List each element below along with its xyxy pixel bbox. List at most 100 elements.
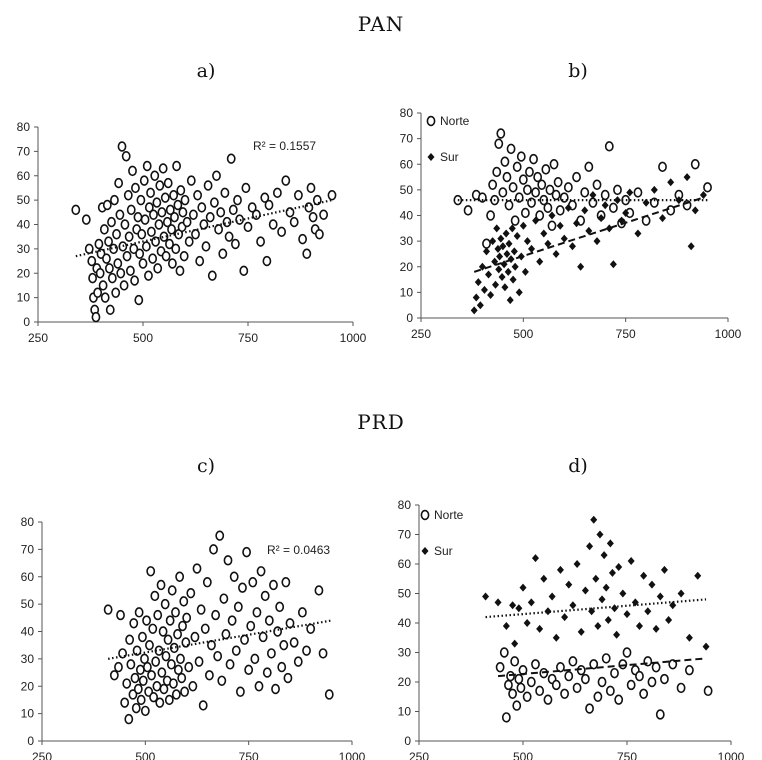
data-point-circle <box>281 175 291 186</box>
data-point-diamond <box>548 211 556 220</box>
data-point-circle <box>190 631 200 643</box>
data-point-circle <box>508 182 518 193</box>
data-point-circle <box>277 661 287 673</box>
data-point-circle <box>153 609 163 621</box>
data-point-circle <box>122 250 132 262</box>
data-point-circle <box>161 650 171 662</box>
data-point-circle <box>158 163 168 174</box>
data-point-circle <box>224 231 234 242</box>
data-point-circle <box>114 661 123 673</box>
data-point-circle <box>647 676 657 688</box>
x-tick-label: 250 <box>28 331 48 345</box>
data-point-circle <box>178 207 188 218</box>
data-point-diamond <box>523 619 531 627</box>
data-point-circle <box>126 204 136 216</box>
data-point-circle <box>107 216 116 228</box>
scatter-chart-a: 0 10 20 30 40 50 60 70 80 250 500 750 1000 R² = 0.155… <box>17 120 367 345</box>
y-tick-label: 70 <box>400 132 414 146</box>
data-point-circle <box>526 676 536 688</box>
y-tick-label: 50 <box>398 587 412 601</box>
data-point-diamond <box>509 275 517 284</box>
data-point-diamond <box>506 296 514 305</box>
data-point-circle <box>703 182 712 193</box>
data-point-circle <box>308 211 318 223</box>
data-point-circle <box>201 241 211 252</box>
data-point-circle <box>138 258 148 269</box>
data-point-circle <box>324 689 334 700</box>
data-point-circle <box>238 582 247 593</box>
data-point-diamond <box>489 237 497 246</box>
x-tick-label: 1000 <box>339 750 366 760</box>
data-point-circle <box>314 585 324 596</box>
data-point-diamond <box>515 604 523 613</box>
data-point-circle <box>492 166 502 178</box>
data-point-circle <box>93 287 103 298</box>
data-point-circle <box>500 156 510 167</box>
data-point-circle <box>130 672 140 684</box>
data-point-circle <box>100 292 110 303</box>
data-point-circle <box>260 590 270 602</box>
data-point-circle <box>496 128 506 139</box>
data-point-diamond <box>532 216 540 225</box>
data-point-circle <box>572 682 582 694</box>
data-point-diamond <box>685 633 693 642</box>
data-point-circle <box>302 248 312 259</box>
data-point-diamond <box>556 565 564 574</box>
data-point-diamond <box>560 234 568 243</box>
data-point-diamond <box>677 589 685 598</box>
data-point-circle <box>131 702 141 714</box>
y-tick-label: 60 <box>400 157 414 171</box>
data-point-circle <box>155 697 165 708</box>
data-point-circle <box>264 199 274 211</box>
data-point-diamond <box>519 221 527 230</box>
data-point-diamond <box>593 237 601 246</box>
data-point-circle <box>129 243 139 255</box>
data-point-circle <box>180 194 190 206</box>
data-point-circle <box>141 241 151 252</box>
data-point-diamond <box>497 234 505 243</box>
data-point-circle <box>531 659 540 670</box>
data-point-diamond <box>573 219 581 228</box>
y-tick-label: 60 <box>17 169 31 183</box>
data-point-diamond <box>480 285 488 294</box>
data-point-circle <box>198 700 208 711</box>
x-tick-label: 1000 <box>715 327 742 341</box>
y-tick-label: 30 <box>17 242 31 256</box>
data-point-circle <box>244 664 254 676</box>
data-point-circle <box>229 571 239 582</box>
data-point-circle <box>498 187 508 198</box>
scatter-chart-b: 0 10 20 30 40 50 60 70 80 250 500 750 1000 Norte Sur <box>400 106 742 341</box>
x-tick-label: 500 <box>135 750 155 760</box>
data-point-circle <box>171 607 180 618</box>
data-point-circle <box>87 255 97 267</box>
legend-marker-circle <box>426 115 436 127</box>
data-point-diamond <box>527 598 535 607</box>
y-tick-label: 20 <box>398 675 412 689</box>
data-point-circle <box>162 216 172 228</box>
data-point-diamond <box>476 301 484 310</box>
data-point-circle <box>541 164 551 175</box>
data-point-circle <box>223 555 233 566</box>
data-point-diamond <box>644 607 652 616</box>
data-point-diamond <box>568 242 576 251</box>
data-point-diamond <box>536 624 544 633</box>
data-point-diamond <box>482 247 490 256</box>
data-point-circle <box>219 593 229 604</box>
data-point-circle <box>501 712 511 723</box>
data-point-circle <box>105 263 114 274</box>
data-point-diamond <box>635 621 643 630</box>
data-point-circle <box>635 670 644 682</box>
data-point-diamond <box>499 242 507 251</box>
data-point-diamond <box>667 178 675 187</box>
data-point-diamond <box>496 252 504 261</box>
trendline-sur <box>473 196 704 273</box>
data-point-diamond <box>687 242 695 251</box>
data-point-circle <box>171 243 181 255</box>
data-point-circle <box>272 187 282 199</box>
data-point-circle <box>608 202 618 214</box>
data-point-diamond <box>602 583 610 592</box>
data-point-circle <box>163 177 173 189</box>
data-point-circle <box>132 645 142 656</box>
data-point-circle <box>319 209 328 220</box>
data-point-circle <box>137 229 147 240</box>
